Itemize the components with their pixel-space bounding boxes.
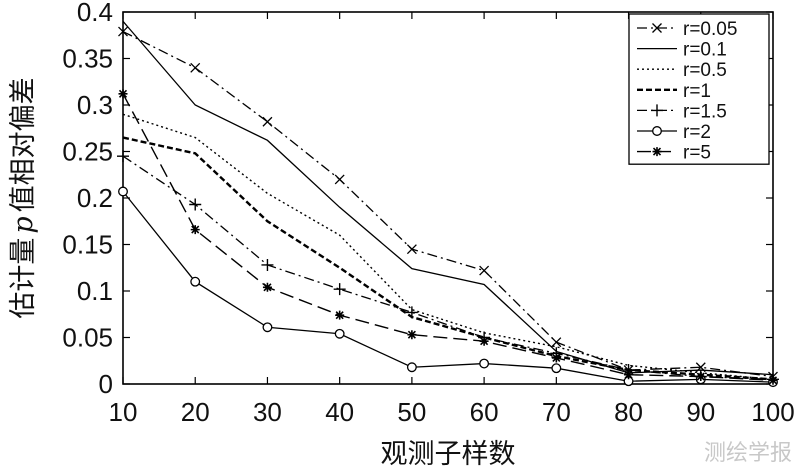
y-axis-label-post: 值相对偏差	[8, 77, 39, 212]
data-point-marker	[479, 336, 489, 346]
legend-entry-label: r=1	[683, 81, 711, 102]
data-point-marker	[551, 337, 562, 348]
data-point-marker	[190, 62, 201, 73]
data-point-marker	[551, 363, 562, 374]
data-point-marker	[118, 26, 128, 37]
data-point-marker	[334, 174, 345, 185]
legend-marker-sample	[652, 147, 662, 157]
x-tick-label: 80	[614, 397, 643, 427]
y-tick-label: 0.4	[77, 0, 113, 27]
y-axis-label-var: p	[8, 216, 39, 233]
legend-entry-label: r=0.5	[683, 60, 727, 81]
x-tick-label: 30	[253, 397, 282, 427]
data-point-marker	[768, 375, 778, 385]
data-point-marker	[262, 282, 272, 292]
y-axis-label: 估计量 p 值相对偏差	[8, 77, 39, 318]
y-tick-label: 0.1	[77, 276, 113, 306]
data-point-marker	[406, 362, 417, 373]
data-point-marker	[335, 310, 345, 320]
series-r-1-5	[117, 150, 779, 386]
y-tick-label: 0.3	[77, 90, 113, 120]
x-tick-label: 50	[397, 397, 426, 427]
y-tick-label: 0.35	[62, 44, 113, 74]
data-point-marker	[624, 370, 634, 380]
x-tick-label: 100	[751, 397, 794, 427]
y-tick-label: 0.15	[62, 230, 113, 260]
watermark-text: 测绘学报	[703, 441, 792, 466]
y-tick-label: 0.25	[62, 137, 113, 167]
series-line	[122, 155, 774, 380]
legend: r=0.05r=0.1r=0.5r=1r=1.5r=2r=5	[628, 13, 770, 165]
series-line	[122, 191, 774, 383]
series-r-0-5	[122, 113, 774, 381]
legend-entry-label: r=0.05	[683, 19, 737, 40]
data-point-marker	[551, 353, 561, 363]
x-tick-label: 60	[470, 397, 499, 427]
y-tick-label: 0	[99, 369, 113, 399]
data-point-marker	[262, 322, 273, 333]
data-point-marker	[479, 265, 490, 276]
data-point-marker	[407, 330, 417, 340]
data-point-marker	[189, 198, 202, 211]
legend-marker-sample	[652, 126, 662, 136]
series-line	[122, 113, 774, 381]
x-tick-label: 20	[181, 397, 210, 427]
data-point-marker	[696, 372, 706, 382]
y-tick-label: 0.2	[77, 183, 113, 213]
x-tick-label: 70	[542, 397, 571, 427]
series-r-5	[118, 89, 778, 385]
data-point-marker	[190, 225, 200, 235]
series-line	[122, 30, 774, 378]
data-point-marker	[479, 358, 490, 369]
data-point-marker	[118, 186, 128, 197]
series-line	[122, 136, 774, 381]
series-r-1	[122, 136, 774, 381]
legend-marker-sample	[651, 104, 663, 117]
series-line	[122, 93, 774, 381]
x-axis-label: 观测子样数	[381, 439, 516, 470]
data-point-marker	[333, 283, 346, 296]
y-axis-label-pre: 估计量	[8, 238, 39, 319]
y-tick-label: 0.05	[62, 323, 113, 353]
legend-entry-label: r=2	[683, 122, 711, 143]
data-point-marker	[190, 276, 201, 287]
legend-marker-sample	[652, 23, 662, 33]
legend-box	[628, 13, 770, 165]
data-point-marker	[118, 89, 128, 99]
data-point-marker	[334, 328, 345, 339]
x-tick-label: 90	[686, 397, 715, 427]
legend-entry-label: r=0.1	[683, 40, 727, 61]
data-point-marker	[262, 116, 273, 127]
data-point-marker	[405, 306, 418, 319]
series-r-2	[118, 186, 778, 388]
data-point-marker	[117, 150, 129, 163]
legend-entry-label: r=1.5	[683, 101, 727, 122]
series-r-0-05	[118, 26, 778, 382]
data-point-marker	[261, 258, 274, 271]
x-tick-label: 40	[325, 397, 354, 427]
legend-entry-label: r=5	[683, 143, 711, 164]
x-tick-label: 10	[109, 397, 138, 427]
data-point-marker	[406, 244, 417, 255]
